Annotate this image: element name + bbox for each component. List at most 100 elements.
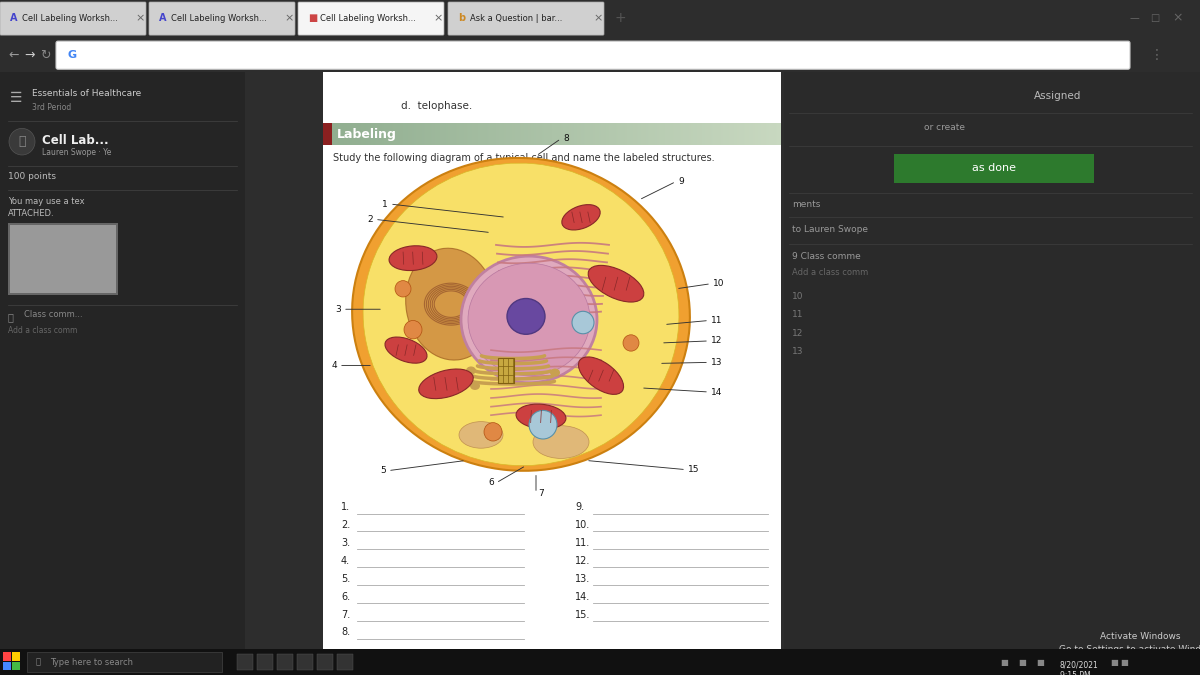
Text: b: b bbox=[458, 13, 466, 23]
Text: Lauren Swope · Ye: Lauren Swope · Ye bbox=[42, 148, 112, 157]
Text: 11.: 11. bbox=[575, 538, 590, 548]
Text: to Lauren Swope: to Lauren Swope bbox=[792, 225, 868, 234]
Text: 🔍: 🔍 bbox=[36, 657, 41, 667]
Text: 10.: 10. bbox=[575, 520, 590, 531]
Text: You may use a tex: You may use a tex bbox=[8, 197, 85, 206]
FancyBboxPatch shape bbox=[149, 2, 295, 35]
Bar bbox=[12, 653, 20, 661]
Text: 9: 9 bbox=[678, 177, 684, 186]
Text: 4.: 4. bbox=[341, 556, 350, 566]
Bar bbox=[238, 655, 253, 670]
Text: 14.: 14. bbox=[575, 592, 590, 601]
Ellipse shape bbox=[461, 256, 598, 383]
Text: ×: × bbox=[134, 13, 144, 23]
Text: 5: 5 bbox=[380, 466, 386, 475]
Text: Cell Lab...: Cell Lab... bbox=[42, 134, 109, 146]
Text: Labeling: Labeling bbox=[337, 128, 397, 140]
Text: Essentials of Healthcare: Essentials of Healthcare bbox=[32, 88, 142, 98]
Bar bbox=[2, 662, 11, 670]
Text: —: — bbox=[1130, 13, 1140, 23]
Bar bbox=[12, 662, 20, 670]
Text: 9 Class comme: 9 Class comme bbox=[792, 252, 860, 261]
Text: □: □ bbox=[1150, 13, 1159, 23]
Ellipse shape bbox=[572, 311, 594, 333]
Text: 📋: 📋 bbox=[18, 135, 25, 148]
Text: 8.: 8. bbox=[341, 628, 350, 637]
Ellipse shape bbox=[385, 337, 427, 363]
Text: ments: ments bbox=[792, 200, 821, 209]
Text: 15.: 15. bbox=[575, 610, 590, 620]
Bar bbox=[277, 655, 293, 670]
Text: Class comm...: Class comm... bbox=[24, 310, 83, 319]
Bar bbox=[10, 225, 116, 293]
Text: ■: ■ bbox=[1120, 657, 1128, 667]
Text: 13: 13 bbox=[710, 358, 722, 367]
Text: Cell Labeling Worksh...: Cell Labeling Worksh... bbox=[22, 14, 118, 22]
Text: Cell Labeling Worksh...: Cell Labeling Worksh... bbox=[172, 14, 266, 22]
Ellipse shape bbox=[468, 263, 590, 376]
Text: 12.: 12. bbox=[575, 556, 590, 566]
Ellipse shape bbox=[406, 248, 497, 360]
Text: 1: 1 bbox=[383, 200, 388, 209]
Text: d.  telophase.: d. telophase. bbox=[401, 101, 473, 111]
Text: 13: 13 bbox=[792, 347, 804, 356]
Text: Activate Windows
Go to Settings to activate Windows.: Activate Windows Go to Settings to activ… bbox=[1058, 632, 1200, 653]
Circle shape bbox=[10, 128, 35, 155]
Text: 4: 4 bbox=[331, 361, 337, 370]
Bar bbox=[323, 124, 332, 144]
Bar bbox=[317, 655, 334, 670]
FancyBboxPatch shape bbox=[448, 2, 604, 35]
Text: 5.: 5. bbox=[341, 574, 350, 584]
Bar bbox=[498, 358, 514, 383]
Ellipse shape bbox=[364, 163, 679, 466]
Text: 6.: 6. bbox=[341, 592, 350, 601]
Ellipse shape bbox=[389, 246, 437, 271]
Text: 3rd Period: 3rd Period bbox=[32, 103, 71, 112]
Ellipse shape bbox=[578, 357, 624, 394]
Text: ×: × bbox=[1172, 11, 1182, 24]
FancyBboxPatch shape bbox=[298, 2, 444, 35]
Text: 9.: 9. bbox=[575, 502, 584, 512]
Ellipse shape bbox=[516, 404, 566, 429]
Ellipse shape bbox=[484, 423, 502, 441]
Text: Cell Labeling Worksh...: Cell Labeling Worksh... bbox=[320, 14, 416, 22]
Text: 100 points: 100 points bbox=[8, 172, 56, 182]
Ellipse shape bbox=[508, 298, 545, 334]
Text: ←: ← bbox=[8, 49, 18, 61]
Text: 10: 10 bbox=[713, 279, 725, 288]
Bar bbox=[784, 72, 1200, 675]
Bar bbox=[894, 154, 1094, 182]
Text: →: → bbox=[24, 49, 35, 61]
Bar bbox=[2, 653, 11, 661]
Bar bbox=[257, 655, 274, 670]
Ellipse shape bbox=[395, 281, 410, 297]
Text: 8: 8 bbox=[563, 134, 569, 143]
Text: 9:15 PM: 9:15 PM bbox=[1060, 671, 1091, 675]
Text: A: A bbox=[158, 13, 167, 23]
Text: as done: as done bbox=[972, 163, 1016, 173]
Text: ■: ■ bbox=[308, 13, 317, 23]
Ellipse shape bbox=[470, 382, 480, 390]
Ellipse shape bbox=[458, 422, 503, 448]
Text: ↻: ↻ bbox=[40, 49, 50, 61]
Text: 12: 12 bbox=[710, 336, 722, 346]
Ellipse shape bbox=[533, 426, 589, 458]
Text: ■: ■ bbox=[1036, 657, 1044, 667]
Text: ATTACHED.: ATTACHED. bbox=[8, 209, 55, 218]
Text: Type here to search: Type here to search bbox=[50, 657, 133, 667]
Text: or create: or create bbox=[924, 124, 965, 132]
Text: 3.: 3. bbox=[341, 538, 350, 548]
Ellipse shape bbox=[550, 369, 560, 377]
Text: 1.: 1. bbox=[341, 502, 350, 512]
Ellipse shape bbox=[623, 335, 640, 351]
Text: ■: ■ bbox=[1018, 657, 1026, 667]
Text: 👥: 👥 bbox=[8, 313, 14, 323]
Text: 11: 11 bbox=[710, 316, 722, 325]
Text: 12: 12 bbox=[792, 329, 803, 338]
FancyBboxPatch shape bbox=[0, 2, 146, 35]
Bar bbox=[337, 655, 353, 670]
Text: G: G bbox=[68, 50, 77, 60]
Bar bbox=[8, 223, 118, 295]
Text: ⋮: ⋮ bbox=[1150, 48, 1164, 62]
Bar bbox=[28, 653, 222, 672]
